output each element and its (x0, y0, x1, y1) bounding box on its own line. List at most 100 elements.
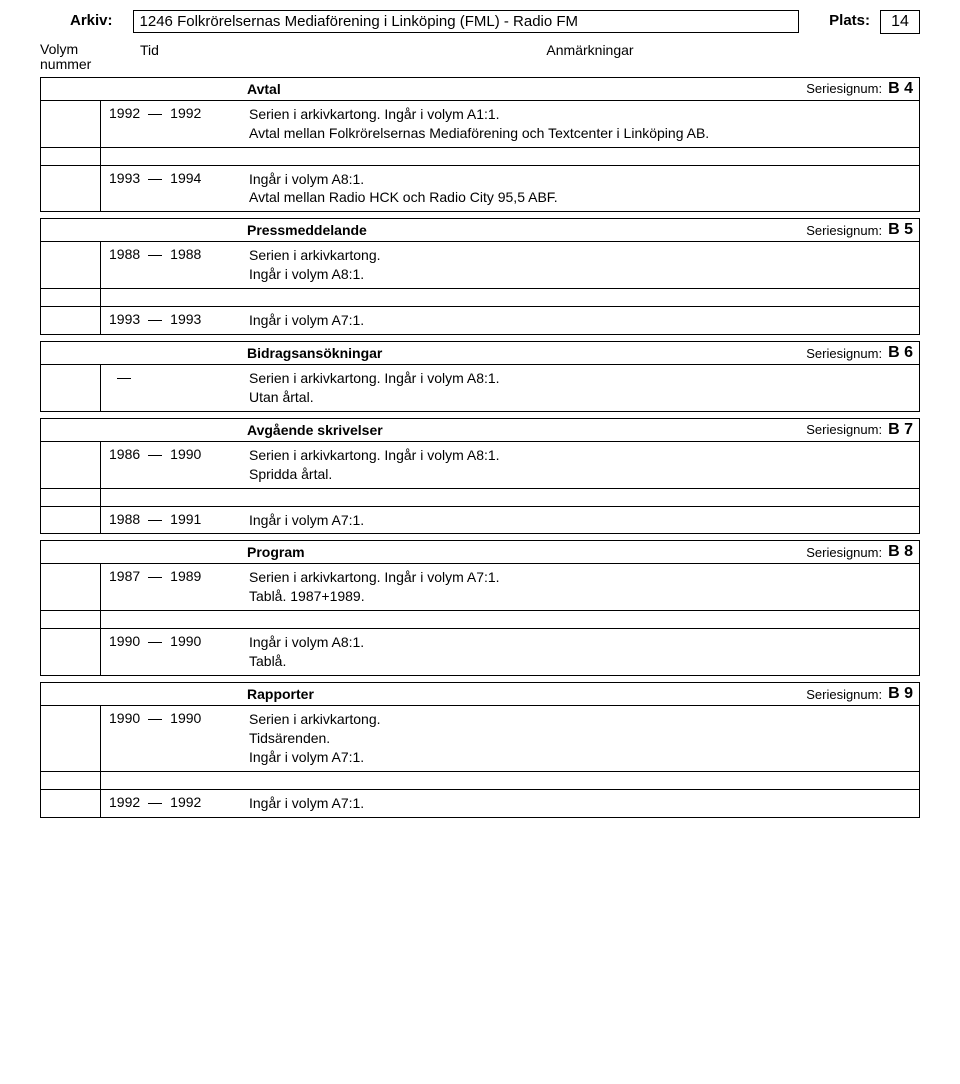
entry-row: 19861990Serien i arkivkartong. Ingår i v… (40, 442, 920, 489)
year-from: 1993 (109, 311, 140, 327)
year-separator (148, 114, 162, 115)
year-separator (148, 577, 162, 578)
entry-volym-cell (41, 507, 101, 534)
entry-notes: Ingår i volym A8:1.Avtal mellan Radio HC… (241, 166, 919, 212)
entry-row: 1992 1992 Serien i arkivkartong. Ingår i v… (40, 101, 920, 148)
arkiv-title: 1246 Folkrörelsernas Mediaförening i Lin… (133, 10, 800, 33)
seriesignum-value: B 7 (888, 421, 913, 439)
year-to: 1990 (170, 710, 201, 726)
entry-tid-cell: 1988 1988 (101, 242, 241, 288)
year-separator (148, 642, 162, 643)
section: PressmeddelandeSeriesignum:B 519881988Se… (40, 218, 920, 335)
seriesignum-label: Seriesignum: (806, 223, 882, 238)
section-title: Avtal (47, 81, 806, 97)
entry-notes: Serien i arkivkartong.Ingår i volym A8:1… (241, 242, 919, 288)
year-to: 1991 (170, 511, 201, 527)
year-from: 1986 (109, 446, 140, 462)
spacer-left (41, 289, 101, 306)
entry-row: Serien i arkivkartong. Ingår i volym A8:… (40, 365, 920, 412)
seriesignum-value: B 6 (888, 344, 913, 362)
spacer-right (101, 289, 919, 306)
year-to: 1993 (170, 311, 201, 327)
section-header: BidragsansökningarSeriesignum:B 6 (40, 341, 920, 365)
entry-tid-cell: 19931994 (101, 166, 241, 212)
entry-spacer (40, 611, 920, 629)
year-to: 1994 (170, 170, 201, 186)
entry-notes: Ingår i volym A8:1.Tablå. (241, 629, 919, 675)
spacer-right (101, 611, 919, 628)
year-separator (148, 520, 162, 521)
year-from: 1987 (109, 568, 140, 584)
seriesignum-label: Seriesignum: (806, 422, 882, 437)
entry-notes: Serien i arkivkartong. Ingår i volym A8:… (241, 442, 919, 488)
entry-row: 1988 1991 Ingår i volym A7:1. (40, 507, 920, 535)
year-separator (148, 320, 162, 321)
entry-tid-cell: 19901990 (101, 629, 241, 675)
seriesignum-label: Seriesignum: (806, 687, 882, 702)
entry-volym-cell (41, 307, 101, 334)
entry-tid-cell: 19921992 (101, 790, 241, 817)
section-header: ProgramSeriesignum:B 8 (40, 540, 920, 564)
year-to: 1989 (170, 568, 201, 584)
entry-tid-cell: 1990 1990 (101, 706, 241, 771)
entry-volym-cell (41, 706, 101, 771)
section: RapporterSeriesignum: B 9 1990 1990 Serien i… (40, 682, 920, 818)
year-from: 1990 (109, 710, 140, 726)
col-volym-2: nummer (40, 57, 110, 72)
year-separator (148, 455, 162, 456)
entry-row: 19921992Ingår i volym A7:1. (40, 790, 920, 818)
entry-volym-cell (41, 166, 101, 212)
year-from: 1988 (109, 246, 140, 262)
entry-volym-cell (41, 790, 101, 817)
entry-notes: Ingår i volym A7:1. (241, 307, 919, 334)
section-title: Program (47, 544, 806, 560)
year-separator (148, 179, 162, 180)
entry-volym-cell (41, 442, 101, 488)
entry-volym-cell (41, 101, 101, 147)
spacer-left (41, 611, 101, 628)
section-header: RapporterSeriesignum: B 9 (40, 682, 920, 706)
col-tid: Tid (110, 42, 260, 73)
entry-volym-cell (41, 629, 101, 675)
entry-notes: Ingår i volym A7:1. (241, 507, 919, 534)
entry-notes: Serien i arkivkartong. Ingår i volym A1:… (241, 101, 919, 147)
entry-row: 19931994Ingår i volym A8:1.Avtal mellan … (40, 166, 920, 213)
section-title: Rapporter (47, 686, 806, 702)
entry-spacer (40, 148, 920, 166)
year-separator (148, 803, 162, 804)
entry-volym-cell (41, 564, 101, 610)
year-separator (148, 255, 162, 256)
section-header: AvtalSeriesignum: B 4 (40, 77, 920, 101)
col-volym-1: Volym (40, 42, 110, 57)
entry-tid-cell (101, 365, 241, 411)
entry-notes: Ingår i volym A7:1. (241, 790, 919, 817)
arkiv-label: Arkiv: (70, 10, 113, 29)
entry-tid-cell: 19861990 (101, 442, 241, 488)
year-to: 1992 (170, 105, 201, 121)
year-separator (117, 378, 131, 379)
seriesignum-label: Seriesignum: (806, 346, 882, 361)
year-to: 1992 (170, 794, 201, 810)
section-title: Avgående skrivelser (47, 422, 806, 438)
entry-notes: Serien i arkivkartong. Ingår i volym A8:… (241, 365, 919, 411)
year-from: 1992 (109, 105, 140, 121)
section: ProgramSeriesignum:B 819871989Serien i a… (40, 540, 920, 676)
seriesignum-value: B 9 (888, 685, 913, 703)
entry-spacer (40, 289, 920, 307)
seriesignum-value: B 8 (888, 543, 913, 561)
seriesignum-value: B 5 (888, 221, 913, 239)
year-to: 1988 (170, 246, 201, 262)
entry-row: 19901990Ingår i volym A8:1.Tablå. (40, 629, 920, 676)
section: AvtalSeriesignum: B 4 1992 1992 Serien i ark… (40, 77, 920, 213)
seriesignum-label: Seriesignum: (806, 81, 882, 96)
seriesignum-value: B 4 (888, 80, 913, 98)
year-from: 1988 (109, 511, 140, 527)
spacer-left (41, 772, 101, 789)
entry-tid-cell: 1993 1993 (101, 307, 241, 334)
spacer-right (101, 772, 919, 789)
entry-notes: Serien i arkivkartong.Tidsärenden.Ingår … (241, 706, 919, 771)
entry-row: 1990 1990 Serien i arkivkartong.Tidsärende… (40, 706, 920, 772)
column-headers: Volym nummer Tid Anmärkningar (40, 42, 920, 73)
entry-spacer (40, 772, 920, 790)
spacer-right (101, 148, 919, 165)
